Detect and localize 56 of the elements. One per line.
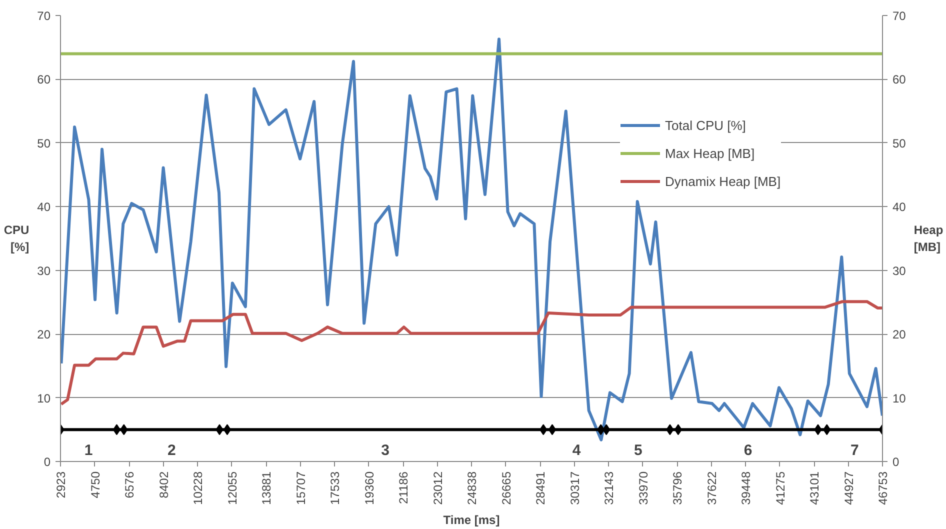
x-tick-label: 43101 xyxy=(808,471,822,505)
x-tick-label: 2923 xyxy=(54,471,68,498)
y2-tick-label: 20 xyxy=(892,328,906,342)
x-tick-label: 39448 xyxy=(739,471,753,505)
y-tick-label: 50 xyxy=(37,136,51,150)
annotation: 7 xyxy=(850,442,859,460)
x-tick-label: 32143 xyxy=(602,471,616,505)
x-tick-label: 8402 xyxy=(156,471,171,498)
x-tick-label: 28491 xyxy=(534,471,548,505)
x-tick-label: 33970 xyxy=(636,471,650,505)
annotation: 3 xyxy=(381,442,390,460)
x-tick-label: 26665 xyxy=(499,471,514,505)
y-tick-label: 70 xyxy=(37,9,51,23)
annotation: 4 xyxy=(572,442,582,460)
y2-tick-label: 30 xyxy=(892,264,906,278)
x-tick-label: 6576 xyxy=(122,471,137,498)
annotation: 5 xyxy=(634,442,642,460)
x-tick-label: 23012 xyxy=(430,471,445,505)
x-tick-label: 12055 xyxy=(225,471,240,505)
x-tick-label: 35796 xyxy=(670,471,685,505)
x-tick-label: 4750 xyxy=(88,471,102,498)
x-tick-label: 17533 xyxy=(328,471,342,505)
legend-label: Dynamix Heap [MB] xyxy=(665,174,781,188)
x-tick-label: 41275 xyxy=(773,471,788,505)
y2-axis-title: Heap [MB] xyxy=(914,223,944,254)
y-tick-label: 40 xyxy=(37,200,51,214)
y2-tick-label: 60 xyxy=(892,72,906,87)
y-tick-label: 20 xyxy=(37,328,51,342)
x-tick-label: 19360 xyxy=(362,471,376,505)
annotation: 6 xyxy=(744,442,752,460)
annotation: 1 xyxy=(84,442,93,460)
legend-label: Max Heap [MB] xyxy=(665,146,755,160)
x-tick-label: 37622 xyxy=(704,471,719,505)
x-tick-label: 13881 xyxy=(260,471,274,505)
x-tick-label: 30317 xyxy=(568,471,582,505)
x-tick-label: 10228 xyxy=(191,471,205,505)
line-series xyxy=(60,300,882,406)
y2-tick-label: 50 xyxy=(892,136,906,150)
y2-tick-label: 0 xyxy=(892,455,900,469)
x-tick-label: 24838 xyxy=(465,471,479,505)
legend-label: Total CPU [%] xyxy=(665,118,746,132)
y2-tick-label: 70 xyxy=(892,9,906,23)
x-tick-label: 15707 xyxy=(294,471,308,505)
y-tick-label: 60 xyxy=(37,72,51,87)
y-tick-label: 0 xyxy=(44,455,51,469)
line-series xyxy=(60,38,882,442)
y-axis-title: CPU [%] xyxy=(4,223,30,254)
y2-tick-label: 40 xyxy=(892,200,906,214)
x-tick-label: 44927 xyxy=(842,471,856,505)
y-tick-label: 10 xyxy=(37,391,51,406)
x-tick-label: 46753 xyxy=(876,471,890,505)
y-tick-label: 30 xyxy=(37,264,51,278)
x-tick-label: 21186 xyxy=(396,471,411,504)
y2-tick-label: 10 xyxy=(892,391,906,406)
x-axis-title: Time [ms] xyxy=(443,512,500,527)
annotation: 2 xyxy=(168,442,176,460)
